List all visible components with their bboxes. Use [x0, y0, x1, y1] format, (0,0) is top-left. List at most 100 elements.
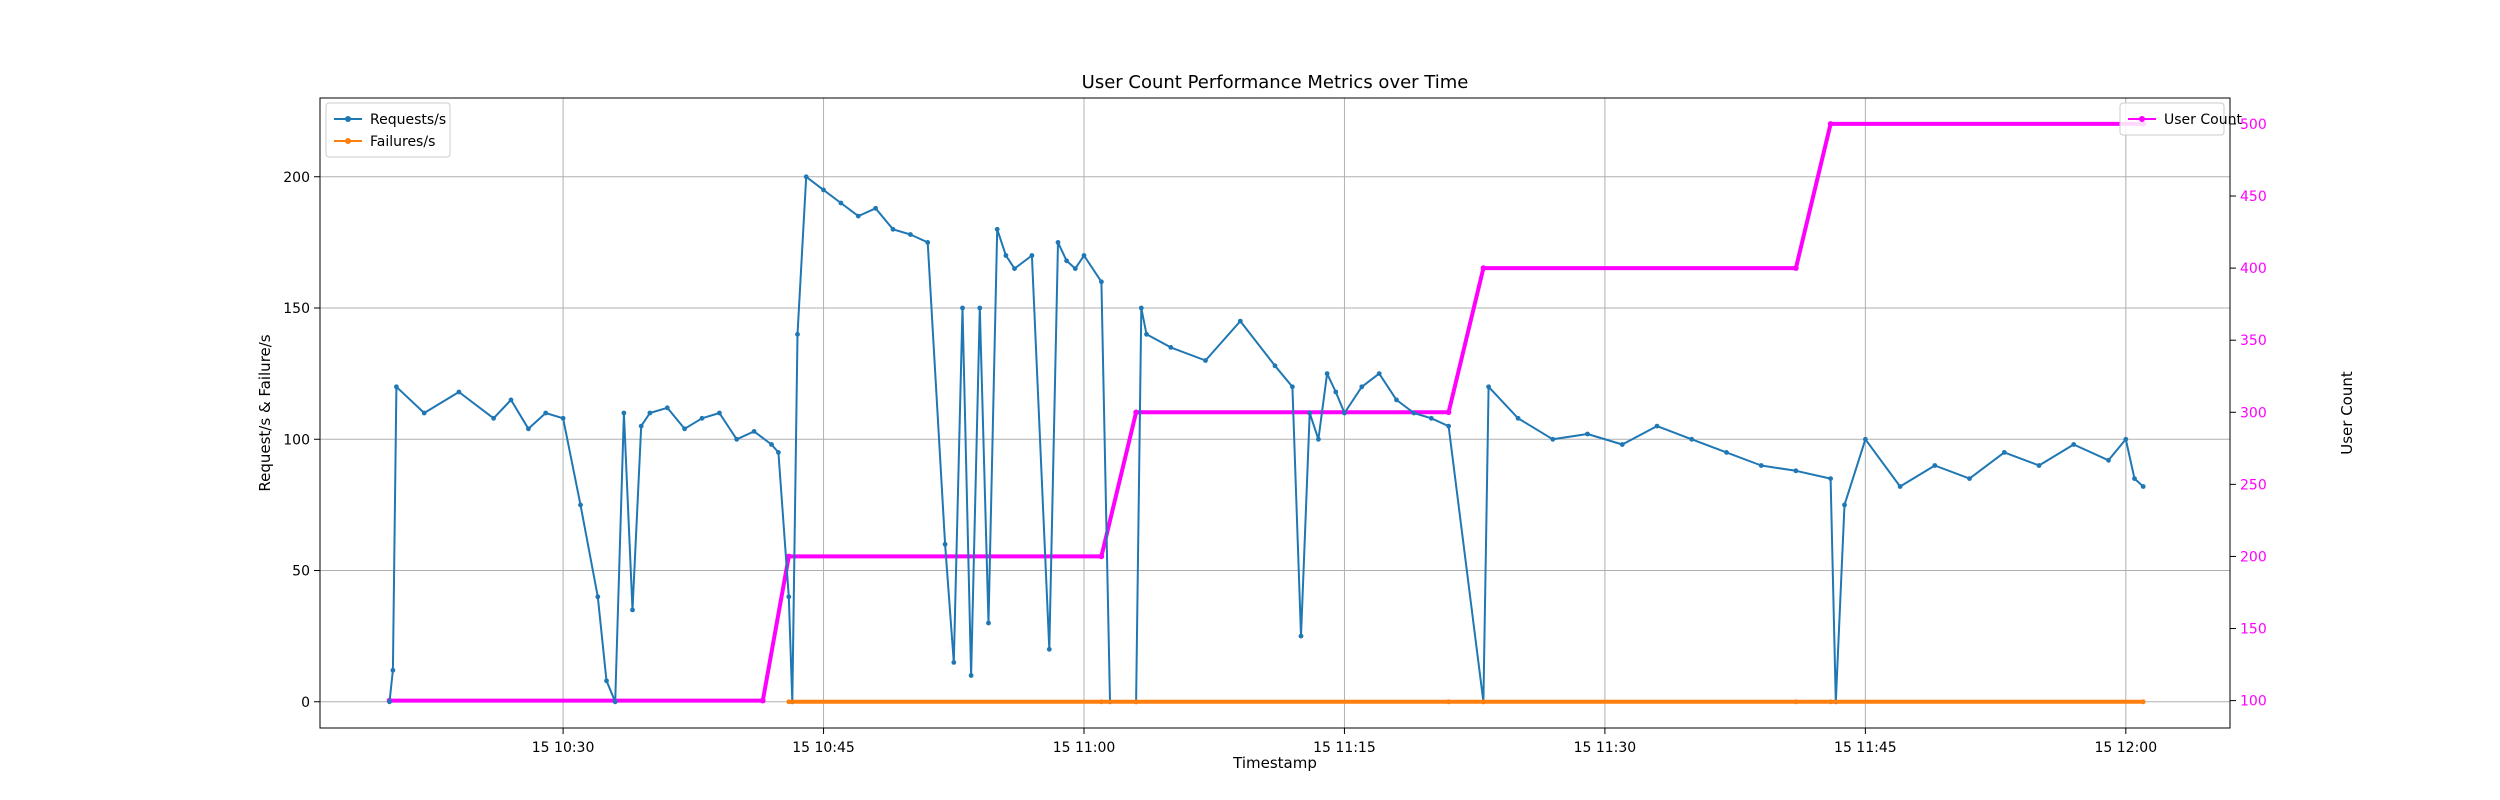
- data-point: [647, 410, 653, 416]
- data-point: [1932, 463, 1938, 468]
- y-tick-label-right: 400: [2240, 261, 2267, 277]
- data-point: [2106, 457, 2111, 463]
- data-point: [1098, 553, 1105, 560]
- x-tick-label: 15 10:30: [532, 740, 595, 756]
- data-point: [1307, 410, 1313, 416]
- data-point: [1237, 318, 1243, 324]
- data-point: [1298, 633, 1304, 639]
- x-tick-label: 15 12:00: [2095, 740, 2158, 756]
- y-tick-label-right: 250: [2240, 477, 2267, 493]
- y-tick-label-right: 200: [2240, 549, 2267, 565]
- data-point: [1758, 463, 1764, 468]
- data-point: [1446, 423, 1451, 429]
- data-point: [1793, 699, 1799, 705]
- data-point: [1828, 699, 1833, 705]
- data-point: [578, 502, 583, 508]
- y-tick-label-right: 150: [2240, 622, 2267, 638]
- data-point: [855, 213, 861, 219]
- data-point: [769, 442, 774, 447]
- data-point: [776, 450, 781, 455]
- data-point: [994, 226, 1000, 232]
- data-point: [1689, 436, 1695, 442]
- legend-box: [325, 102, 451, 158]
- data-point: [1099, 279, 1104, 285]
- grid: [320, 98, 2230, 728]
- data-point: [1394, 397, 1399, 403]
- data-point: [751, 429, 757, 434]
- legend-swatch-marker: [345, 138, 351, 144]
- data-point: [795, 331, 800, 337]
- data-point: [821, 187, 826, 193]
- data-point: [1168, 345, 1174, 350]
- data-point: [1445, 409, 1452, 416]
- legend-swatch-marker: [345, 116, 351, 122]
- data-point: [1376, 371, 1382, 376]
- x-axis-label: Timestamp: [1232, 754, 1317, 772]
- chart-title: User Count Performance Metrics over Time: [1082, 72, 1469, 93]
- data-point: [1897, 484, 1903, 489]
- data-point: [786, 699, 792, 705]
- data-point: [394, 384, 399, 390]
- data-point: [1144, 331, 1149, 337]
- data-point: [2140, 699, 2146, 705]
- y-tick-label-left: 100: [283, 432, 310, 448]
- data-point: [2071, 442, 2077, 447]
- data-point: [491, 415, 496, 421]
- data-point: [803, 174, 809, 180]
- data-point: [951, 660, 957, 665]
- data-point: [1863, 436, 1868, 442]
- data-point: [1619, 442, 1625, 447]
- data-point: [960, 305, 965, 311]
- data-point: [717, 410, 722, 416]
- data-point: [1550, 436, 1556, 442]
- data-point: [968, 673, 974, 678]
- data-point: [621, 410, 627, 416]
- data-point: [1428, 415, 1434, 421]
- data-point: [1827, 121, 1834, 127]
- legend-box: [2119, 102, 2225, 136]
- data-point: [1724, 450, 1729, 455]
- data-point: [1480, 265, 1487, 271]
- data-point: [638, 423, 644, 429]
- legend-left: Requests/s Failures/s: [325, 102, 451, 158]
- data-point: [664, 405, 670, 411]
- y-tick-label-left: 200: [283, 170, 310, 186]
- data-point: [1064, 258, 1069, 264]
- data-point: [786, 553, 792, 560]
- data-point: [456, 389, 462, 395]
- data-point: [1012, 266, 1017, 271]
- y-axis-label-left: Request/s & Failure/s: [256, 334, 274, 491]
- data-point: [508, 397, 514, 403]
- data-point: [1055, 240, 1061, 245]
- y-tick-label-right: 300: [2240, 405, 2267, 421]
- data-point: [1138, 305, 1144, 311]
- data-point: [1316, 436, 1321, 442]
- data-point: [1072, 266, 1078, 271]
- data-point: [1342, 410, 1347, 416]
- y-tick-label-left: 0: [301, 695, 310, 711]
- data-point: [1133, 699, 1139, 705]
- data-point: [1324, 371, 1330, 376]
- data-point: [2123, 436, 2129, 442]
- data-point: [560, 415, 566, 421]
- data-point: [908, 232, 913, 237]
- x-tick-label: 15 10:45: [792, 740, 855, 756]
- x-tick-label: 15 11:30: [1574, 740, 1637, 756]
- legend-swatch-marker: [2139, 116, 2145, 122]
- y-tick-label-right: 500: [2240, 117, 2267, 133]
- data-point: [786, 594, 792, 600]
- data-point: [942, 541, 948, 547]
- data-point: [1046, 646, 1052, 652]
- data-point: [1099, 699, 1104, 705]
- data-point: [1481, 699, 1486, 705]
- data-point: [1585, 431, 1590, 437]
- data-point: [543, 410, 549, 416]
- data-point: [925, 240, 931, 245]
- failures-series: [786, 699, 2146, 705]
- data-point: [390, 667, 396, 673]
- data-point: [1290, 384, 1295, 390]
- data-point: [760, 697, 766, 704]
- data-point: [890, 226, 896, 232]
- plot-frame: [319, 97, 2231, 729]
